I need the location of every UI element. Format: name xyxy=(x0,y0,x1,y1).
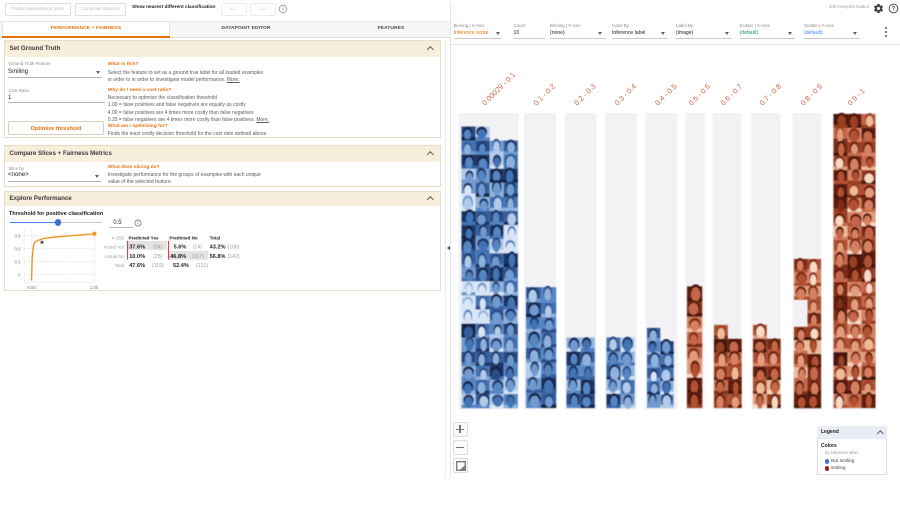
svg-text:0: 0 xyxy=(18,272,21,277)
svg-text:0.2 - 0.3: 0.2 - 0.3 xyxy=(572,82,598,108)
svg-text:0.00: 0.00 xyxy=(27,285,36,290)
svg-text:0.00029 - 0.1: 0.00029 - 0.1 xyxy=(480,70,517,107)
svg-text:0.9: 0.9 xyxy=(15,233,22,238)
svg-text:0.4 - 0.5: 0.4 - 0.5 xyxy=(653,82,679,108)
svg-text:0.6 - 0.7: 0.6 - 0.7 xyxy=(719,82,745,108)
svg-text:(25): (25) xyxy=(153,254,162,260)
svg-text:(119): (119) xyxy=(152,263,164,269)
svg-text:Actual No: Actual No xyxy=(105,254,125,259)
svg-text:Total: Total xyxy=(115,263,124,268)
svg-text:?: ? xyxy=(891,7,895,13)
svg-text:10.0%: 10.0% xyxy=(129,254,145,260)
svg-text:n=250: n=250 xyxy=(112,236,125,241)
svg-text:0.9 - 1: 0.9 - 1 xyxy=(846,86,867,107)
svg-text:0.6: 0.6 xyxy=(15,246,22,251)
svg-text:52.4%: 52.4% xyxy=(173,263,189,269)
svg-text:37.6%: 37.6% xyxy=(129,244,145,250)
svg-text:Predicted No: Predicted No xyxy=(169,236,198,241)
svg-text:56.8%: 56.8% xyxy=(210,254,226,260)
svg-text:(142): (142) xyxy=(228,254,240,260)
svg-text:0.1 - 0.2: 0.1 - 0.2 xyxy=(532,82,558,108)
svg-text:0.3: 0.3 xyxy=(15,259,22,264)
svg-text:5.6%: 5.6% xyxy=(174,244,187,250)
svg-text:0.5 - 0.6: 0.5 - 0.6 xyxy=(687,82,713,108)
svg-text:46.8%: 46.8% xyxy=(170,254,186,260)
svg-text:Actual Yes: Actual Yes xyxy=(103,244,124,249)
svg-text:(131): (131) xyxy=(196,263,208,269)
svg-text:0.8 - 0.9: 0.8 - 0.9 xyxy=(799,82,825,108)
svg-text:Total: Total xyxy=(210,236,221,241)
svg-text:(117): (117) xyxy=(192,254,204,260)
svg-text:1.00: 1.00 xyxy=(90,285,99,290)
svg-text:(94): (94) xyxy=(153,244,162,250)
svg-text:0.3 - 0.4: 0.3 - 0.4 xyxy=(613,82,639,108)
svg-text:47.6%: 47.6% xyxy=(129,263,145,269)
svg-text:Predicted Yes: Predicted Yes xyxy=(129,236,159,241)
svg-text:(108): (108) xyxy=(228,244,240,250)
svg-text:(14): (14) xyxy=(193,244,202,250)
svg-text:0.7 - 0.8: 0.7 - 0.8 xyxy=(758,82,784,108)
svg-text:43.2%: 43.2% xyxy=(210,244,226,250)
